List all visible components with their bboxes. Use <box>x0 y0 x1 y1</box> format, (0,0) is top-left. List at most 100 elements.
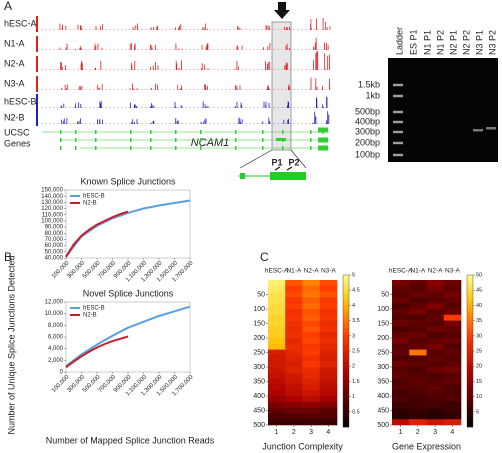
colorbar-step <box>343 373 349 378</box>
colorbar-step <box>343 358 349 363</box>
y-tick-label: 450 <box>253 407 265 414</box>
exon <box>262 138 264 142</box>
heat-cell <box>302 384 321 391</box>
colorbar-step <box>343 301 349 306</box>
heat-cell <box>392 309 410 316</box>
colorbar-step <box>343 419 349 424</box>
heat-cell <box>268 413 286 420</box>
exon <box>240 173 245 179</box>
y-tick-label: 0 <box>60 370 64 376</box>
heat-cell <box>392 378 410 385</box>
heat-cell <box>392 367 410 374</box>
heat-cell <box>285 297 303 304</box>
y-tick-label: 50 <box>381 291 389 298</box>
zoom-line <box>290 149 307 169</box>
column-label: N1-A <box>410 268 425 275</box>
coverage-spikes <box>41 77 331 90</box>
exon <box>175 130 177 134</box>
heat-cell <box>392 413 410 420</box>
colorbar-step <box>467 316 473 321</box>
colorbar-step <box>343 362 349 367</box>
heat-cell <box>392 297 410 304</box>
colorbar-step <box>467 339 473 344</box>
colorbar-label: 1.5 <box>352 379 360 385</box>
heat-cell <box>302 338 321 345</box>
exon <box>175 138 177 142</box>
heat-cell <box>302 280 321 287</box>
track-label: N3-A <box>4 78 25 88</box>
exon <box>270 172 306 180</box>
x-axis-label: Gene Expression <box>392 441 461 451</box>
exon <box>200 130 202 134</box>
x-tick-label: 3 <box>433 429 437 436</box>
colorbar-step <box>467 324 473 329</box>
heat-cell <box>268 367 286 374</box>
heat-cell <box>426 297 445 304</box>
heat-cell <box>285 419 303 426</box>
colorbar-step <box>343 370 349 375</box>
colorbar-step <box>467 297 473 302</box>
y-tick-label: 2,000 <box>48 358 64 364</box>
track-label: hESC-A <box>4 18 37 28</box>
colorbar-step <box>343 332 349 337</box>
heat-cell <box>319 361 338 368</box>
x-tick-label: 4 <box>326 429 330 436</box>
colorbar-label: 3 <box>352 333 355 339</box>
heat-cell <box>285 355 303 362</box>
y-tick-label: 60,000 <box>45 243 64 249</box>
colorbar-label: 25 <box>476 348 482 354</box>
ladder-band <box>393 130 403 134</box>
heat-cell <box>409 401 427 408</box>
heat-cell <box>302 297 321 304</box>
arrow <box>274 2 290 19</box>
y-tick-label: 450 <box>377 407 389 414</box>
heat-cell <box>426 419 445 426</box>
heat-cell <box>319 326 338 333</box>
heat-cell <box>443 407 462 414</box>
heat-cell <box>426 413 445 420</box>
heat-cell <box>443 343 462 350</box>
heat-cell <box>409 407 427 414</box>
colorbar-step <box>467 377 473 382</box>
colorbar-step <box>343 313 349 318</box>
colorbar-step <box>343 324 349 329</box>
colorbar-step <box>343 305 349 310</box>
y-tick-label: 350 <box>253 378 265 385</box>
column-label: N1-A <box>286 268 301 275</box>
heat-cell <box>268 332 286 339</box>
heat-cell <box>443 314 462 321</box>
heat-cell <box>302 396 321 403</box>
heat-cell <box>409 378 427 385</box>
colorbar-step <box>343 400 349 405</box>
heat-cell <box>285 291 303 298</box>
heat-cell <box>302 390 321 397</box>
heat-cell <box>409 384 427 391</box>
heat-cell <box>443 291 462 298</box>
heat-cell <box>392 401 410 408</box>
heat-cell <box>319 378 338 385</box>
lane-label: N3 P2 <box>487 30 497 55</box>
colorbar-label: 4 <box>352 303 355 309</box>
colorbar-step <box>467 415 473 420</box>
heat-cell <box>392 285 410 292</box>
heat-cell <box>268 343 286 350</box>
legend-label: hESC-B <box>83 306 105 312</box>
heat-cell <box>268 303 286 310</box>
colorbar-step <box>343 385 349 390</box>
colorbar-label: 5 <box>476 409 479 415</box>
heat-cell <box>443 396 462 403</box>
exon <box>200 146 202 150</box>
heat-cell <box>409 396 427 403</box>
heat-cell <box>285 378 303 385</box>
y-tick-label: 150 <box>253 320 265 327</box>
heat-cell <box>409 413 427 420</box>
heat-cell <box>268 349 286 356</box>
heat-cell <box>392 372 410 379</box>
track-label: N2-B <box>4 112 25 122</box>
heat-cell <box>426 384 445 391</box>
y-tick-label: 110,000 <box>42 212 64 218</box>
heat-cell <box>285 320 303 327</box>
colorbar-step <box>467 290 473 295</box>
heat-cell <box>319 303 338 310</box>
coverage-spikes <box>41 51 330 70</box>
